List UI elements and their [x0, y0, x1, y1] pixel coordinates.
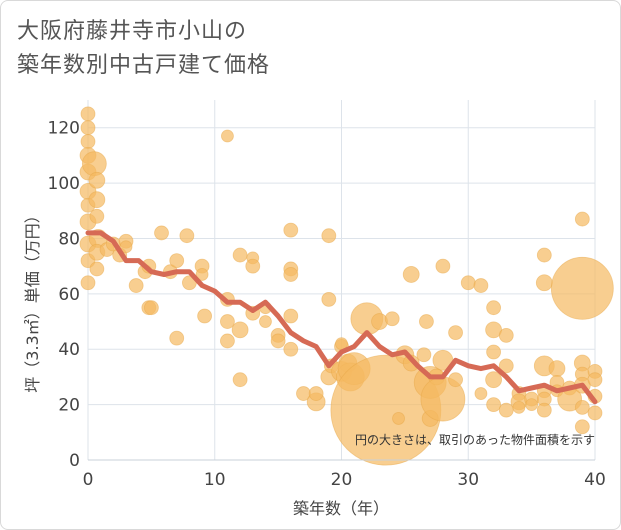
x-axis-label: 築年数（年） [293, 499, 389, 518]
bubble-point [169, 253, 185, 269]
bubble-point [536, 402, 552, 418]
axes: 0 20 40 60 80 100 120 0 10 20 30 40 [48, 119, 606, 490]
bubble-point [81, 151, 107, 177]
x-tick-label: 30 [457, 470, 479, 490]
bubble-point [321, 291, 337, 307]
bubble-point [220, 314, 235, 329]
bubble-point [587, 405, 603, 421]
bubble-point [486, 344, 502, 360]
x-tick-label: 20 [331, 470, 353, 490]
bubble-point [485, 371, 503, 389]
chart-title-line2: 築年数別中古戸建て価格 [17, 53, 271, 78]
bubble-point [88, 171, 106, 189]
bubble-point [308, 386, 324, 401]
bubble-point [419, 314, 434, 329]
bubble-point [231, 321, 249, 339]
bubble-point [448, 325, 463, 341]
x-tick-label: 10 [204, 470, 226, 490]
bubble-point [384, 311, 400, 327]
y-tick-label: 40 [58, 340, 80, 360]
bubble-point [220, 333, 235, 349]
bubble-point [587, 372, 603, 388]
bubble-point [460, 275, 476, 291]
average-price-line [85, 230, 598, 405]
bubble-point [80, 120, 96, 136]
y-tick-label: 80 [58, 229, 80, 249]
bubble-point [402, 266, 420, 283]
trend-line-series [85, 230, 598, 405]
bubble-point [232, 247, 248, 263]
bubble-point [259, 315, 272, 328]
bubble-point [232, 372, 248, 388]
bubble-point [80, 106, 96, 122]
bubble-point [574, 419, 590, 435]
y-tick-label: 0 [69, 451, 80, 471]
bubble-point [402, 354, 420, 372]
bubble-point [169, 330, 185, 346]
size-note: 円の大きさは、取引のあった物件面積を示す [355, 432, 595, 447]
bubble-point [89, 261, 105, 277]
bubble-point [473, 278, 489, 293]
bubble-point [283, 308, 299, 324]
bubble-point [525, 398, 539, 412]
bubble-point [270, 333, 286, 349]
bubble-point [435, 258, 451, 274]
bubble-point [474, 387, 488, 400]
bubble-point [89, 208, 105, 224]
bubble-point [486, 397, 502, 413]
y-tick-label: 120 [48, 119, 80, 139]
y-axis-label: 坪（3.3㎡）単価（万円） [23, 207, 42, 392]
bubble-point [498, 327, 514, 343]
bubble-point [535, 274, 553, 292]
bubble-point [321, 228, 337, 244]
bubble-point [512, 400, 526, 414]
chart-title-line1: 大阪府藤井寺市小山の [17, 19, 248, 44]
bubble-point [574, 399, 590, 415]
bubble-point [197, 308, 213, 324]
y-tick-label: 20 [58, 396, 80, 416]
bubble-point [283, 341, 299, 357]
bubble-point [548, 360, 566, 378]
y-tick-label: 100 [48, 174, 80, 194]
bubble-point [283, 222, 299, 238]
bubble-point [80, 134, 96, 149]
x-tick-label: 0 [83, 470, 94, 490]
bubble-point [371, 313, 388, 330]
bubble-point [498, 402, 514, 418]
bubble-point [448, 372, 463, 388]
bubble-point [179, 228, 195, 244]
bubble-point [245, 258, 261, 274]
bubble-point [88, 191, 106, 209]
bubble-point [550, 256, 614, 320]
bubble-point [128, 278, 144, 293]
bubble-series [79, 106, 614, 466]
bubble-point [221, 129, 234, 143]
bubble-point [536, 247, 552, 263]
bubble-point [80, 275, 96, 291]
chart-title: 大阪府藤井寺市小山の 築年数別中古戸建て価格 [17, 15, 270, 83]
bubble-point [143, 300, 159, 316]
bubble-point [498, 358, 514, 374]
bubble-point [416, 347, 432, 363]
bubble-point [283, 267, 299, 282]
bubble-point [486, 300, 502, 316]
bubble-point [392, 412, 405, 425]
bubble-point [154, 225, 169, 241]
x-tick-label: 40 [584, 470, 606, 490]
bubble-point [119, 240, 133, 254]
bubble-point [195, 268, 209, 281]
bubble-point [574, 211, 590, 227]
y-tick-label: 60 [58, 285, 80, 305]
